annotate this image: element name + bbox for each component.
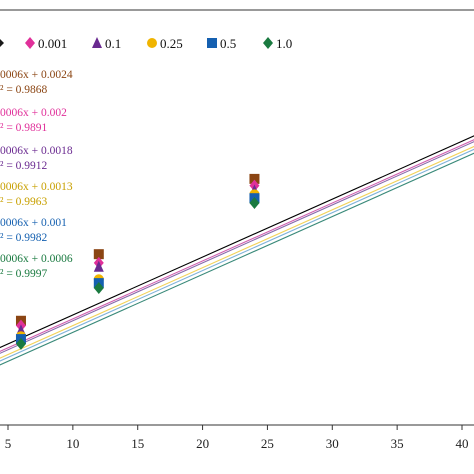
x-tick-label: 5 xyxy=(5,436,12,451)
x-tick-label: 20 xyxy=(196,436,209,451)
trendline-equation: 0006x + 0.002 xyxy=(0,107,67,119)
trendline-r2: ² = 0.9912 xyxy=(0,160,48,172)
legend-label: 0.001 xyxy=(38,36,67,51)
trendline-equation: 0006x + 0.0018 xyxy=(0,145,73,157)
legend-marker xyxy=(92,37,102,48)
x-tick-label: 10 xyxy=(66,436,79,451)
x-tick-label: 30 xyxy=(326,436,339,451)
trendline-equation: 0006x + 0.0006 xyxy=(0,253,73,265)
legend-marker xyxy=(207,38,217,48)
trendline-r2: ² = 0.9891 xyxy=(0,122,48,134)
data-point-0-2 xyxy=(249,173,260,184)
trendline-r2: ² = 0.9868 xyxy=(0,84,48,96)
trendline-equation: 0006x + 0.001 xyxy=(0,217,67,229)
data-point-0-1 xyxy=(93,249,104,260)
data-point-2-1 xyxy=(93,260,104,272)
legend-label: 0.5 xyxy=(220,36,236,51)
legend-label: 0.1 xyxy=(105,36,121,51)
legend-marker xyxy=(147,38,157,48)
x-tick-label: 35 xyxy=(391,436,404,451)
trendline-equation: 0006x + 0.0024 xyxy=(0,69,73,81)
legend-marker xyxy=(263,37,273,49)
trendline-equations: 0006x + 0.0024 ² = 0.9868 0006x + 0.002 ² =… xyxy=(0,69,73,280)
fit-line-1 xyxy=(0,139,474,352)
fit-line-0 xyxy=(0,135,474,349)
data-markers xyxy=(15,173,260,350)
data-point-5-1 xyxy=(93,281,104,294)
x-tick-label: 15 xyxy=(131,436,144,451)
fit-line-4 xyxy=(0,148,474,362)
x-tick-label: 25 xyxy=(261,436,274,451)
fit-line-2 xyxy=(0,141,474,354)
trendline-r2: ² = 0.9982 xyxy=(0,232,48,244)
fit-line-5 xyxy=(0,152,474,366)
fit-lines xyxy=(0,135,474,366)
trendline-r2: ² = 0.9963 xyxy=(0,196,48,208)
legend-label: 1.0 xyxy=(276,36,292,51)
legend-marker xyxy=(25,37,35,49)
legend: 0.001 0.1 0.25 0.5 1.0 xyxy=(0,36,292,51)
data-point-5-2 xyxy=(249,197,260,210)
data-point-5-0 xyxy=(15,337,26,350)
trendline-equation: 0006x + 0.0013 xyxy=(0,181,73,193)
legend-marker xyxy=(0,39,4,47)
x-axis-ticks: 5 10 15 20 25 30 35 40 xyxy=(5,425,469,451)
x-tick-label: 40 xyxy=(456,436,469,451)
fit-line-3 xyxy=(0,145,474,359)
legend-label: 0.25 xyxy=(160,36,183,51)
trendline-r2: ² = 0.9997 xyxy=(0,268,48,280)
